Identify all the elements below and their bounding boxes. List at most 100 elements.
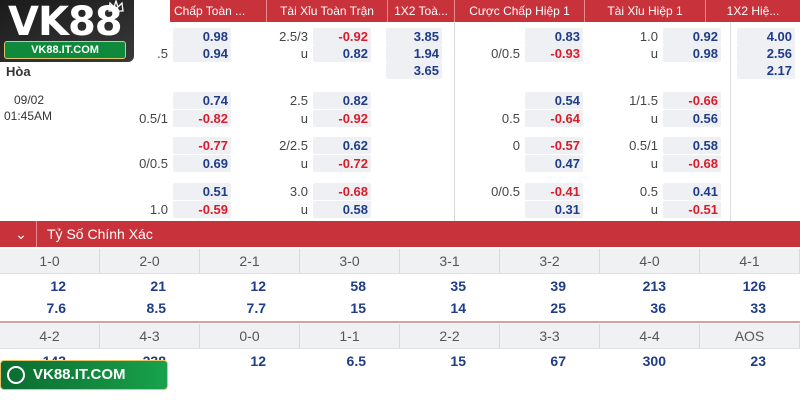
- odds-cell[interactable]: 1.94: [386, 45, 442, 62]
- header-1x2-h1[interactable]: 1X2 Hiệ...: [706, 0, 800, 22]
- odds-cell[interactable]: 0.98: [173, 28, 231, 45]
- exact-score-section-bar[interactable]: ⌄ Tỷ Số Chính Xác: [0, 221, 800, 247]
- score-odds[interactable]: 6.5: [346, 353, 366, 369]
- score-label: 4-1: [700, 249, 800, 273]
- handicap-line: 2/2.5: [279, 138, 308, 153]
- odds-cell[interactable]: 0.41: [663, 183, 721, 200]
- draw-label: Hòa: [6, 64, 31, 79]
- handicap-line: 2.5/3: [279, 29, 308, 44]
- odds-cell[interactable]: -0.57: [525, 137, 583, 154]
- match-time: 01:45AM: [4, 109, 53, 123]
- score-odds[interactable]: 12: [250, 278, 266, 294]
- handicap-line: 0.5: [639, 184, 658, 199]
- score-odds[interactable]: 15: [350, 300, 366, 316]
- odds-cell[interactable]: -0.93: [525, 45, 583, 62]
- header-over-under-h1[interactable]: Tài Xỉu Hiệp 1: [585, 0, 705, 22]
- odds-cell[interactable]: -0.51: [663, 201, 721, 218]
- score-label: 2-0: [100, 249, 200, 273]
- odds-cell[interactable]: -0.92: [313, 110, 371, 127]
- column-divider: [730, 22, 731, 221]
- handicap-line: 0/0.5: [491, 46, 520, 61]
- score-odds[interactable]: 12: [50, 278, 66, 294]
- odds-cell[interactable]: -0.59: [173, 201, 231, 218]
- score-odds[interactable]: 25: [550, 300, 566, 316]
- handicap-line: 3.0: [289, 184, 308, 199]
- odds-cell[interactable]: -0.64: [525, 110, 583, 127]
- handicap-line: u: [650, 202, 658, 217]
- score-label: 4-4: [600, 324, 700, 348]
- odds-cell[interactable]: 0.82: [313, 45, 371, 62]
- score-label: 3-0: [300, 249, 400, 273]
- handicap-line: .5: [157, 46, 168, 61]
- handicap-line: 0.5/1: [629, 138, 658, 153]
- score-odds[interactable]: 23: [750, 353, 766, 369]
- odds-cell[interactable]: 0.31: [525, 201, 583, 218]
- score-odds[interactable]: 35: [450, 278, 466, 294]
- site-url-badge[interactable]: VK88.IT.COM: [0, 360, 168, 390]
- odds-cell[interactable]: 0.92: [663, 28, 721, 45]
- header-over-under-full[interactable]: Tài Xỉu Toàn Trận: [267, 0, 387, 22]
- score-odds[interactable]: 126: [742, 278, 766, 294]
- divider: [0, 273, 800, 274]
- odds-cell[interactable]: 0.82: [313, 92, 371, 109]
- score-odds[interactable]: 33: [750, 300, 766, 316]
- odds-cell[interactable]: -0.68: [663, 155, 721, 172]
- score-odds[interactable]: 15: [450, 353, 466, 369]
- odds-cell[interactable]: 2.56: [737, 45, 795, 62]
- odds-cell[interactable]: 3.65: [386, 62, 442, 79]
- odds-cell[interactable]: -0.68: [313, 183, 371, 200]
- handicap-line: 1.0: [149, 202, 168, 217]
- score-odds[interactable]: 21: [150, 278, 166, 294]
- score-label: 3-1: [400, 249, 500, 273]
- header-divider: [584, 0, 585, 22]
- handicap-line: u: [300, 46, 308, 61]
- score-odds[interactable]: 58: [350, 278, 366, 294]
- odds-cell[interactable]: 4.00: [737, 28, 795, 45]
- odds-cell[interactable]: 0.54: [525, 92, 583, 109]
- score-odds[interactable]: 14: [450, 300, 466, 316]
- handicap-line: u: [300, 202, 308, 217]
- score-odds[interactable]: 39: [550, 278, 566, 294]
- header-handicap-h1[interactable]: Cược Chấp Hiệp 1: [454, 0, 584, 22]
- odds-cell[interactable]: 0.58: [313, 201, 371, 218]
- odds-cell[interactable]: 0.47: [525, 155, 583, 172]
- header-divider: [387, 0, 388, 22]
- score-odds[interactable]: 213: [642, 278, 666, 294]
- odds-cell[interactable]: 0.62: [313, 137, 371, 154]
- odds-cell[interactable]: -0.92: [313, 28, 371, 45]
- vk88-logo[interactable]: VK88 VK88.IT.COM: [0, 0, 134, 62]
- header-1x2-full[interactable]: 1X2 Toà...: [388, 0, 454, 22]
- odds-cell[interactable]: 0.58: [663, 137, 721, 154]
- score-odds[interactable]: 7.7: [246, 300, 266, 316]
- handicap-line: u: [300, 111, 308, 126]
- odds-cell[interactable]: -0.72: [313, 155, 371, 172]
- score-odds[interactable]: 36: [650, 300, 666, 316]
- handicap-line: u: [650, 111, 658, 126]
- score-odds[interactable]: 8.5: [146, 300, 166, 316]
- score-odds[interactable]: 300: [642, 353, 666, 369]
- odds-cell[interactable]: -0.66: [663, 92, 721, 109]
- odds-cell[interactable]: 2.17: [737, 62, 795, 79]
- odds-cell[interactable]: 0.83: [525, 28, 583, 45]
- score-label: 4-0: [600, 249, 700, 273]
- odds-cell[interactable]: 0.51: [173, 183, 231, 200]
- handicap-line: u: [300, 156, 308, 171]
- odds-cell[interactable]: 0.98: [663, 45, 721, 62]
- score-odds[interactable]: 7.6: [46, 300, 66, 316]
- header-divider: [36, 221, 37, 247]
- odds-cell[interactable]: -0.41: [525, 183, 583, 200]
- chevron-down-icon[interactable]: ⌄: [15, 226, 27, 242]
- odds-cell[interactable]: 0.94: [173, 45, 231, 62]
- odds-cell[interactable]: -0.77: [173, 137, 231, 154]
- handicap-line: 0: [512, 138, 520, 153]
- odds-cell[interactable]: 0.74: [173, 92, 231, 109]
- odds-cell[interactable]: 3.85: [386, 28, 442, 45]
- score-label: 2-2: [400, 324, 500, 348]
- header-handicap-full[interactable]: Chấp Toàn ...: [170, 0, 266, 22]
- score-odds[interactable]: 12: [250, 353, 266, 369]
- odds-cell[interactable]: 0.69: [173, 155, 231, 172]
- score-odds[interactable]: 67: [550, 353, 566, 369]
- odds-cell[interactable]: -0.82: [173, 110, 231, 127]
- odds-cell[interactable]: 0.56: [663, 110, 721, 127]
- handicap-line: 1.0: [639, 29, 658, 44]
